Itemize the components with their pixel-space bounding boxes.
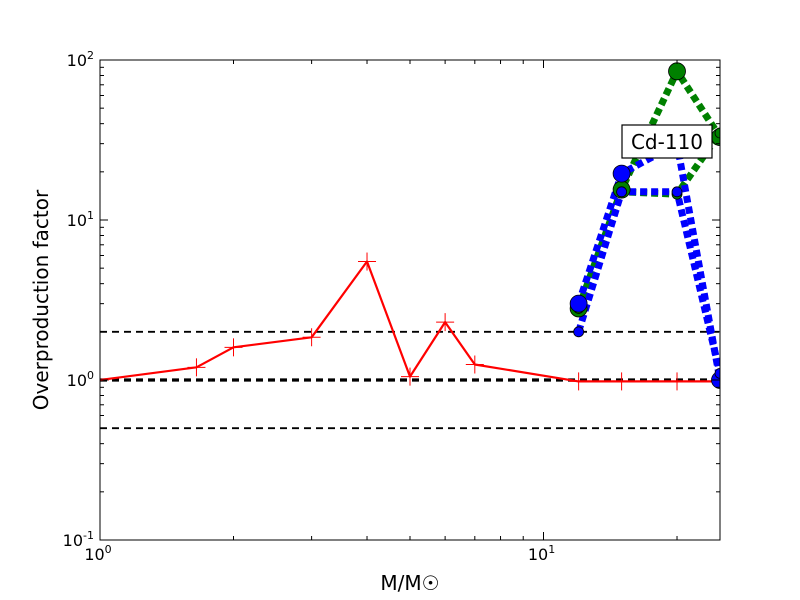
annotation-label: Cd-110 <box>631 130 703 154</box>
series-line <box>575 140 720 381</box>
data-point-marker <box>668 62 686 81</box>
data-point-marker <box>401 367 419 386</box>
data-point-marker <box>569 372 588 391</box>
data-point-marker <box>573 326 585 338</box>
data-point-marker <box>569 294 588 313</box>
y-tick-label: 102 <box>67 49 94 70</box>
data-point-marker <box>671 186 683 198</box>
annotation-frame <box>621 124 713 159</box>
reference-lines <box>100 330 720 430</box>
data-point-marker <box>436 313 455 332</box>
data-point-marker <box>358 252 377 271</box>
data-point-marker <box>616 186 628 198</box>
y-axis-label: Overproduction factor <box>29 189 53 410</box>
series-line <box>100 260 720 383</box>
x-axis-label: M/M☉ <box>380 571 439 595</box>
data-point-marker <box>668 372 687 391</box>
x-tick-label: 100 <box>84 543 111 564</box>
data-point-marker <box>714 127 720 139</box>
y-tick-label: 100 <box>67 369 94 390</box>
plot-background <box>100 60 720 540</box>
data-point-marker <box>612 372 631 391</box>
data-point-marker <box>465 355 484 374</box>
data-point-marker <box>714 367 720 379</box>
x-tick-label: 101 <box>528 543 555 564</box>
annotation-box: Cd-110 <box>621 124 713 159</box>
data-point-marker <box>612 164 631 183</box>
y-tick-label: 101 <box>67 209 94 230</box>
data-point-marker <box>187 358 206 377</box>
data-point-marker <box>302 328 321 347</box>
data-point-marker <box>224 338 243 357</box>
